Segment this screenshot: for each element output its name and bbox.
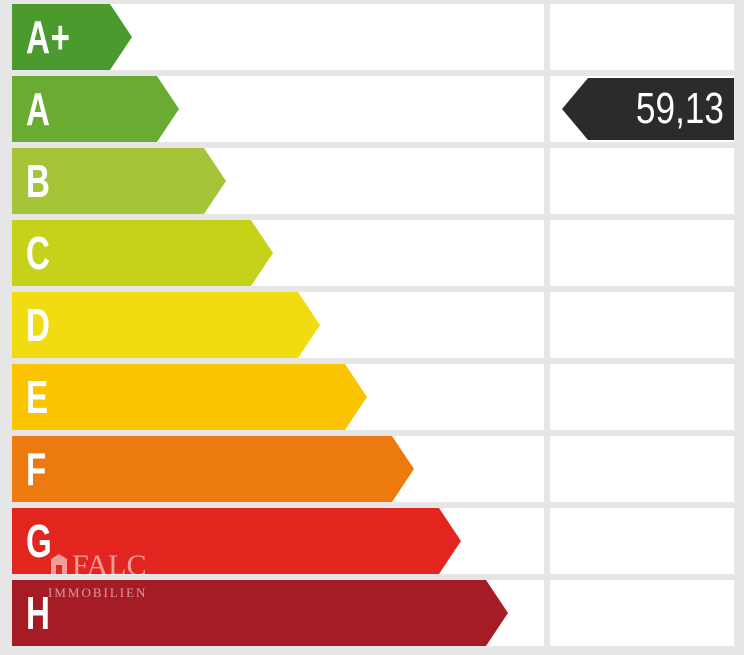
rating-row: H — [0, 580, 744, 646]
rating-class-label: E — [26, 371, 49, 423]
rating-bar-a-plus: A+ — [12, 4, 132, 70]
rating-row: A+ — [0, 4, 744, 70]
rating-row-right-cell — [550, 364, 734, 430]
rating-bar-shape — [12, 292, 320, 358]
rating-bar-shape — [12, 220, 273, 286]
rating-class-label: H — [26, 587, 51, 639]
rating-bar-shape — [12, 4, 132, 70]
rating-row-right-cell: 59,13 — [550, 76, 734, 142]
rating-row-left-cell: E — [12, 364, 544, 430]
rating-bar-d: D — [12, 292, 320, 358]
rating-bar-g: G — [12, 508, 461, 574]
watermark-brand: FALC — [72, 549, 147, 582]
rating-class-label: A+ — [26, 11, 71, 63]
rating-bar-shape — [12, 508, 461, 574]
rating-row-left-cell: D — [12, 292, 544, 358]
rating-row-right-cell — [550, 580, 734, 646]
rating-row-left-cell: G — [12, 508, 544, 574]
rating-row-left-cell: H — [12, 580, 544, 646]
rating-row-left-cell: C — [12, 220, 544, 286]
rating-row: C — [0, 220, 744, 286]
rating-row: A 59,13 — [0, 76, 744, 142]
rating-row-right-cell — [550, 4, 734, 70]
rating-class-label: A — [26, 83, 51, 135]
rating-row-right-cell — [550, 508, 734, 574]
watermark-subtitle: IMMOBILIEN — [48, 585, 148, 600]
rating-class-label: D — [26, 299, 51, 351]
rating-bar-h: H — [12, 580, 508, 646]
rating-bar-a: A — [12, 76, 179, 142]
falc-logo-icon — [51, 554, 67, 574]
rating-row: G — [0, 508, 744, 574]
rating-row-left-cell: A+ — [12, 4, 544, 70]
rating-class-label: B — [26, 155, 51, 207]
rating-class-label: G — [26, 515, 53, 567]
rating-row-right-cell — [550, 148, 734, 214]
rating-row-left-cell: A — [12, 76, 544, 142]
rating-value: 59,13 — [635, 84, 724, 133]
rating-row-left-cell: F — [12, 436, 544, 502]
rating-bar-shape — [12, 76, 179, 142]
rating-bar-shape — [12, 580, 508, 646]
rating-bar-shape — [12, 436, 414, 502]
watermark: FALC IMMOBILIEN — [48, 549, 158, 609]
rating-row-right-cell — [550, 436, 734, 502]
rating-bar-shape — [12, 364, 367, 430]
rating-row-left-cell: B — [12, 148, 544, 214]
rating-bar-shape — [12, 148, 226, 214]
rating-bar-f: F — [12, 436, 414, 502]
rating-class-label: F — [26, 443, 47, 495]
rating-bar-e: E — [12, 364, 367, 430]
rating-row-right-cell — [550, 220, 734, 286]
rating-class-label: C — [26, 227, 51, 279]
rating-bar-c: C — [12, 220, 273, 286]
rating-bar-b: B — [12, 148, 226, 214]
rating-value-indicator: 59,13 — [562, 78, 734, 140]
rating-row: B — [0, 148, 744, 214]
rating-row: D — [0, 292, 744, 358]
rating-row: F — [0, 436, 744, 502]
rating-row: E — [0, 364, 744, 430]
rating-row-right-cell — [550, 292, 734, 358]
